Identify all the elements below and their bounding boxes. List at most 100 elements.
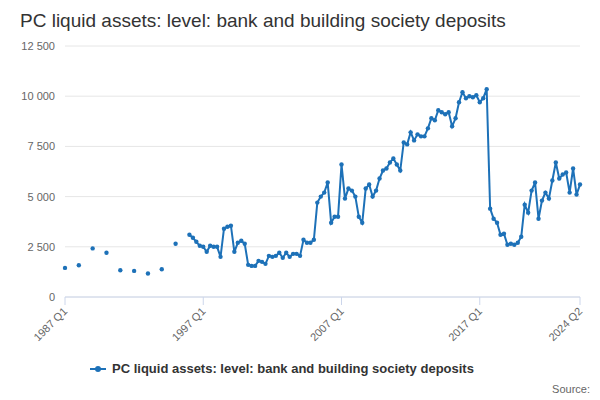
point xyxy=(367,182,371,186)
grid-line xyxy=(65,246,580,247)
point xyxy=(104,251,108,255)
point xyxy=(312,238,316,242)
y-tick-label: 0 xyxy=(49,291,55,303)
point xyxy=(263,262,267,266)
point xyxy=(329,221,333,225)
y-tick-label: 10 000 xyxy=(21,90,55,102)
point xyxy=(405,142,409,146)
point xyxy=(453,116,457,120)
legend-marker xyxy=(95,366,101,372)
point xyxy=(343,196,347,200)
point xyxy=(502,232,506,236)
point xyxy=(287,255,291,259)
legend-label: PC liquid assets: level: bank and buildi… xyxy=(112,361,474,376)
grid-line xyxy=(65,146,580,147)
point xyxy=(277,251,281,255)
point xyxy=(567,190,571,194)
point xyxy=(308,241,312,245)
point xyxy=(522,202,526,206)
point xyxy=(118,268,122,272)
point xyxy=(239,239,243,243)
point xyxy=(90,246,94,250)
point xyxy=(284,251,288,255)
x-tick xyxy=(341,297,342,305)
point xyxy=(218,255,222,259)
point xyxy=(360,221,364,225)
point xyxy=(557,176,561,180)
point xyxy=(243,242,247,246)
point xyxy=(554,160,558,164)
point xyxy=(274,254,278,258)
point xyxy=(408,130,412,134)
point xyxy=(232,250,236,254)
point xyxy=(571,166,575,170)
point xyxy=(336,214,340,218)
grid-line xyxy=(65,96,580,97)
point xyxy=(298,254,302,258)
point xyxy=(281,256,285,260)
point xyxy=(364,186,368,190)
point xyxy=(398,168,402,172)
point xyxy=(457,100,461,104)
point xyxy=(146,271,150,275)
point xyxy=(519,235,523,239)
point xyxy=(395,162,399,166)
point xyxy=(446,110,450,114)
y-tick-label: 5 000 xyxy=(27,191,55,203)
point xyxy=(357,214,361,218)
point xyxy=(191,236,195,240)
point xyxy=(194,240,198,244)
point xyxy=(433,118,437,122)
plot-area xyxy=(63,87,582,276)
point xyxy=(481,96,485,100)
point xyxy=(543,190,547,194)
point xyxy=(578,182,582,186)
point xyxy=(325,180,329,184)
point xyxy=(564,170,568,174)
x-axis xyxy=(65,297,580,298)
point xyxy=(350,188,354,192)
point xyxy=(374,188,378,192)
point xyxy=(536,216,540,220)
point xyxy=(301,238,305,242)
point xyxy=(547,196,551,200)
point xyxy=(460,90,464,94)
x-tick-label: 2007 Q1 xyxy=(308,305,346,343)
point xyxy=(388,160,392,164)
point xyxy=(384,166,388,170)
point xyxy=(215,245,219,249)
x-tick xyxy=(479,297,480,305)
point xyxy=(322,190,326,194)
point xyxy=(132,269,136,273)
point xyxy=(253,264,257,268)
point xyxy=(484,87,488,91)
point xyxy=(488,206,492,210)
y-tick-label: 12 500 xyxy=(21,40,55,52)
point xyxy=(339,162,343,166)
point xyxy=(450,124,454,128)
point xyxy=(495,221,499,225)
point xyxy=(205,250,209,254)
point xyxy=(529,188,533,192)
chart: PC liquid assets: level: bank and buildi… xyxy=(0,0,600,400)
point xyxy=(391,156,395,160)
point xyxy=(201,245,205,249)
point xyxy=(540,198,544,202)
point xyxy=(426,126,430,130)
point xyxy=(526,210,530,214)
point xyxy=(474,93,478,97)
point xyxy=(377,176,381,180)
point xyxy=(478,100,482,104)
point xyxy=(491,216,495,220)
x-tick-label: 1997 Q1 xyxy=(169,305,207,343)
x-tick xyxy=(580,297,581,305)
grid-line xyxy=(65,297,580,298)
point xyxy=(422,134,426,138)
point xyxy=(187,233,191,237)
point xyxy=(353,194,357,198)
point xyxy=(550,178,554,182)
y-tick-label: 2 500 xyxy=(27,241,55,253)
title: PC liquid assets: level: bank and buildi… xyxy=(20,10,506,31)
point xyxy=(315,200,319,204)
x-tick xyxy=(203,297,204,305)
